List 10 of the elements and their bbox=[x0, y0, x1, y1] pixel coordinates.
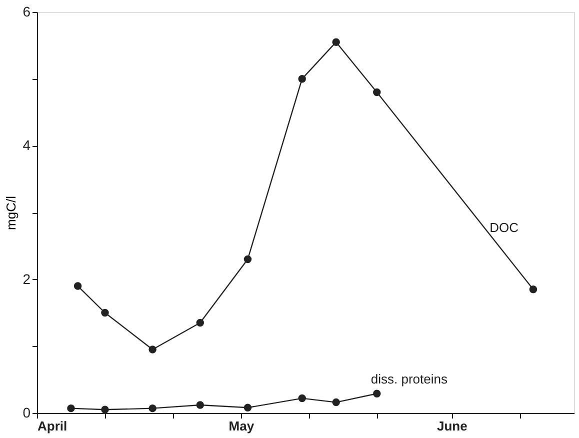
y-tick-label: 0 bbox=[22, 404, 31, 420]
x-tick-label: April bbox=[38, 418, 68, 434]
series-label: DOC bbox=[490, 220, 519, 236]
series-label: diss. proteins bbox=[370, 372, 448, 387]
y-tick-label: 6 bbox=[22, 4, 31, 20]
y-tick-label: 2 bbox=[22, 270, 31, 287]
x-tick-label: May bbox=[228, 418, 255, 434]
x-tick-label: June bbox=[436, 418, 468, 434]
y-axis-title: mgC/l bbox=[4, 196, 19, 230]
y-tick-label: 4 bbox=[22, 137, 31, 154]
